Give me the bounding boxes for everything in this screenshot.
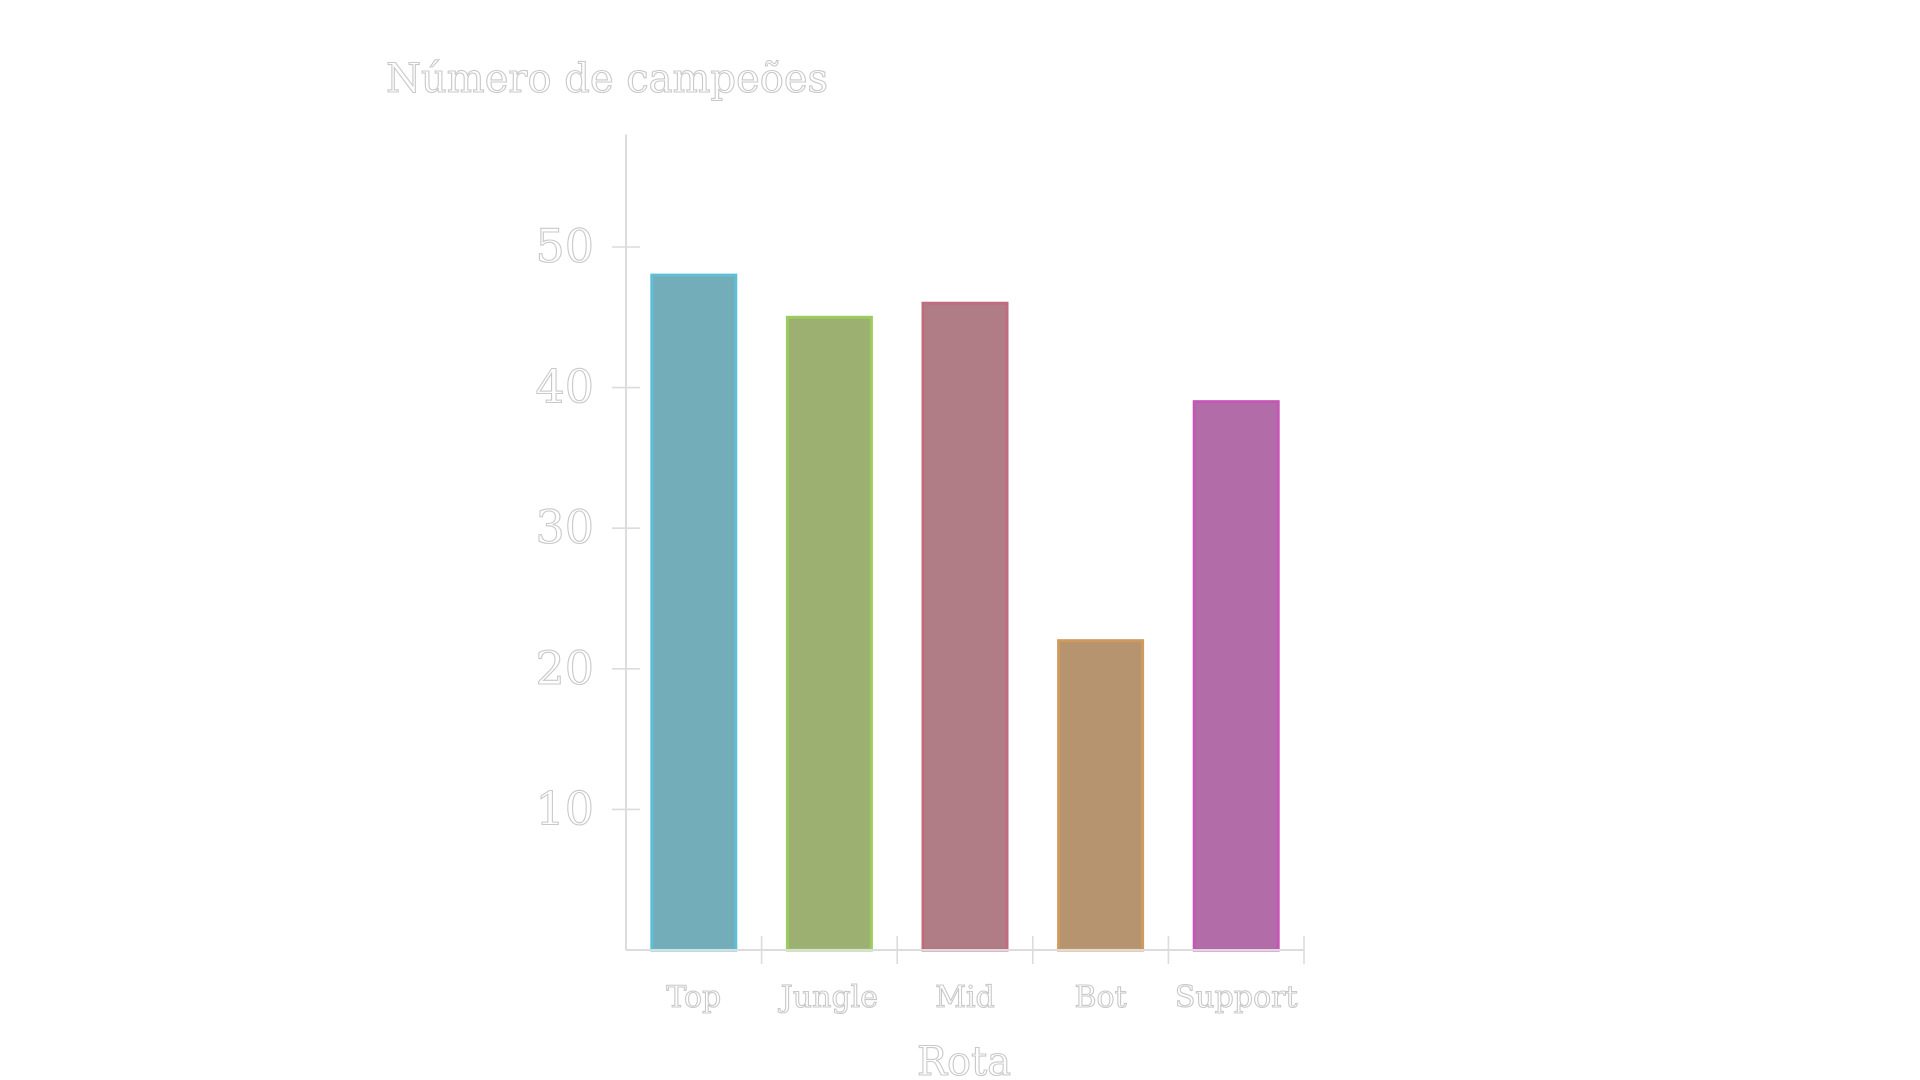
y-axis-label: Número de campeões [386, 56, 828, 102]
tick-labels-layer: Top Jungle Mid Bot Support 10 20 30 40 50 [535, 218, 1298, 1015]
y-tick-label-40: 40 [535, 360, 594, 414]
x-tick-label-mid: Mid [935, 980, 995, 1015]
bar-mid [921, 301, 1009, 952]
bar-top [650, 273, 738, 952]
x-tick-label-top: Top [666, 980, 721, 1015]
bar-bot [1057, 639, 1145, 952]
y-tick-label-20: 20 [535, 641, 594, 695]
x-tick-label-bot: Bot [1075, 980, 1127, 1015]
y-tick-label-50: 50 [535, 219, 594, 273]
bar-support [1192, 400, 1280, 952]
x-axis-label: Rota [917, 1039, 1011, 1080]
x-tick-label-jungle: Jungle [778, 980, 878, 1015]
bar-jungle [785, 315, 873, 952]
x-tick-label-support: Support [1175, 980, 1298, 1015]
bars-layer [650, 273, 1280, 952]
y-tick-label-30: 30 [535, 500, 594, 554]
y-tick-label-10: 10 [535, 781, 594, 835]
axes-layer [612, 134, 1305, 964]
